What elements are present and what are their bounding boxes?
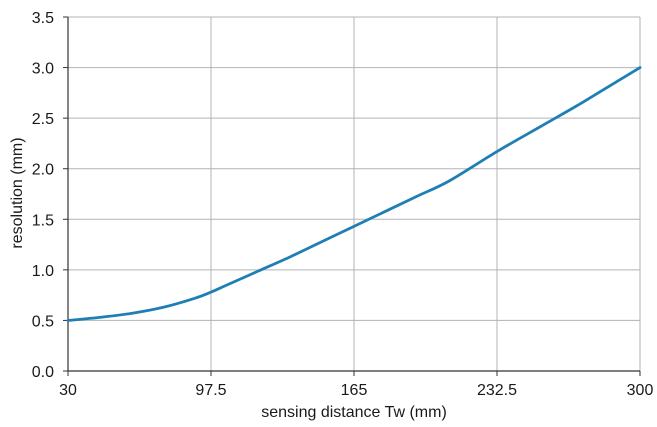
y-tick-label: 2.5 bbox=[32, 111, 54, 128]
y-tick-label: 0.5 bbox=[32, 313, 54, 330]
y-tick-label: 3.0 bbox=[32, 61, 54, 78]
x-tick-label: 300 bbox=[627, 382, 654, 399]
series-layer bbox=[66, 66, 642, 322]
series-line bbox=[66, 66, 642, 322]
y-axis-title: resolution (mm) bbox=[9, 137, 26, 248]
y-tick-label: 1.5 bbox=[32, 212, 54, 229]
y-tick-label: 1.0 bbox=[32, 263, 54, 280]
x-tick-labels: 30 97.5 165 232.5 300 bbox=[59, 382, 653, 399]
x-tick-label: 232.5 bbox=[477, 382, 517, 399]
y-tick-label: 2.0 bbox=[32, 162, 54, 179]
y-tick-label: 3.5 bbox=[32, 10, 54, 27]
y-tick-label: 0.0 bbox=[32, 364, 54, 381]
x-tick-label: 165 bbox=[341, 382, 368, 399]
x-tick-label: 30 bbox=[59, 382, 77, 399]
axes bbox=[63, 16, 641, 376]
grid bbox=[68, 16, 641, 371]
x-tick-label: 97.5 bbox=[195, 382, 226, 399]
x-axis-title: sensing distance Tw (mm) bbox=[261, 404, 447, 421]
y-tick-labels: 0.0 0.5 1.0 1.5 2.0 2.5 3.0 3.5 bbox=[32, 10, 54, 381]
